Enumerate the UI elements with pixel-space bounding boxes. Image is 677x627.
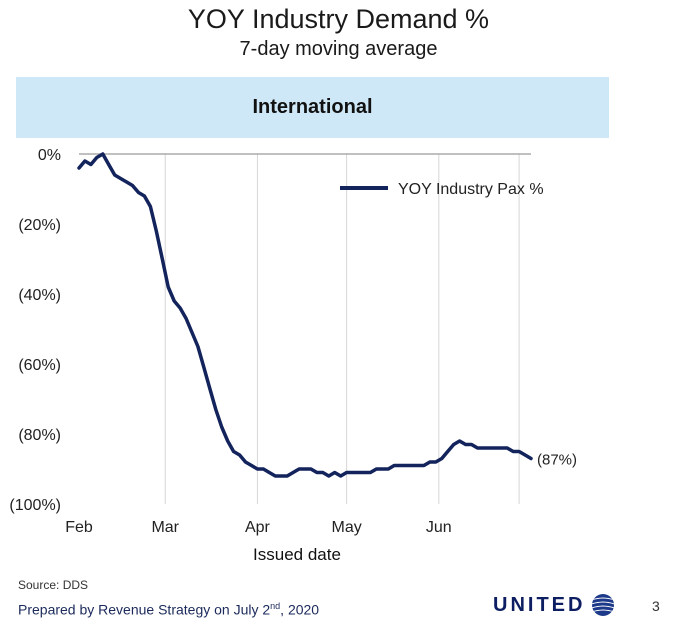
globe-icon	[592, 594, 615, 616]
y-tick-label: (100%)	[9, 497, 61, 514]
series-layer: (87%)	[77, 152, 577, 478]
end-value-label: (87%)	[537, 452, 577, 469]
region-banner: International	[16, 77, 609, 138]
banner-label: International	[252, 96, 373, 118]
source-note: Source: DDS	[18, 578, 89, 592]
x-tick-label: Apr	[245, 519, 271, 536]
chart-subtitle: 7-day moving average	[239, 38, 438, 60]
y-tick-label: (40%)	[18, 287, 61, 304]
legend: YOY Industry Pax %	[340, 181, 544, 198]
x-tick-label: Jun	[426, 519, 452, 536]
y-tick-label: (80%)	[18, 427, 61, 444]
prepared-superscript: nd	[270, 601, 281, 611]
prepared-note: Prepared by Revenue Strategy on July 2nd…	[18, 601, 319, 618]
tick-labels: Feb Mar Apr May Jun 0% (20%) (40%) (60%) (80%) (10…	[9, 147, 451, 536]
prepared-text: Prepared by Revenue Strategy on July 2	[18, 601, 271, 618]
y-tick-label: 0%	[38, 147, 61, 164]
grid-lines	[164, 154, 520, 504]
united-logo: UNITED	[493, 593, 615, 617]
series-line-yoy-industry-pax	[77, 152, 533, 478]
chart-title: YOY Industry Demand %	[187, 4, 490, 34]
prepared-year: , 2020	[280, 601, 320, 618]
x-tick-label: Feb	[65, 519, 93, 536]
x-tick-label: May	[332, 519, 362, 536]
x-axis-title: Issued date	[253, 545, 341, 564]
logo-wordmark: UNITED	[493, 593, 586, 616]
legend-label: YOY Industry Pax %	[398, 181, 544, 198]
y-tick-label: (20%)	[18, 217, 61, 234]
y-tick-label: (60%)	[18, 357, 61, 374]
x-tick-label: Mar	[151, 519, 179, 536]
page-number: 3	[652, 598, 660, 614]
